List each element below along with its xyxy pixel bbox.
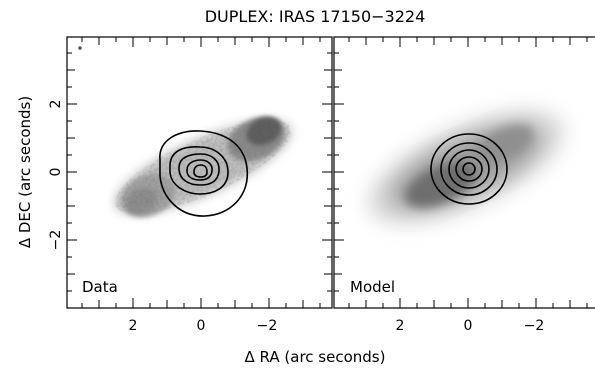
- model-contours: [430, 133, 508, 205]
- model-xtick-label: 0: [464, 318, 473, 334]
- y-axis-label: Δ DEC (arc seconds): [16, 96, 34, 248]
- data-panel-label: Data: [82, 278, 118, 296]
- figure-title: DUPLEX: IRAS 17150−3224: [205, 7, 426, 26]
- model-y-ticks: [334, 52, 344, 292]
- panel-data: Data 2 0 −2 2 0 −2: [48, 36, 333, 334]
- data-xtick-label: 2: [129, 318, 138, 334]
- data-ytick-label: 0: [48, 168, 64, 177]
- data-nebula-image: [78, 46, 292, 218]
- data-y-ticks: [67, 52, 332, 292]
- data-x-ticks: [81, 37, 321, 308]
- model-xtick-label: 2: [396, 318, 405, 334]
- model-xtick-label: −2: [524, 318, 545, 334]
- x-axis-label: Δ RA (arc seconds): [245, 348, 386, 366]
- data-xtick-label: −2: [257, 318, 278, 334]
- model-panel-label: Model: [350, 278, 395, 296]
- model-x-ticks: [348, 37, 588, 308]
- data-contours: [159, 130, 248, 217]
- data-ytick-label: −2: [48, 230, 64, 251]
- panel-model: Model 2 0 −2: [333, 36, 595, 334]
- data-xtick-label: 0: [197, 318, 206, 334]
- model-nebula-image: [368, 110, 564, 224]
- data-ytick-label: 2: [48, 100, 64, 109]
